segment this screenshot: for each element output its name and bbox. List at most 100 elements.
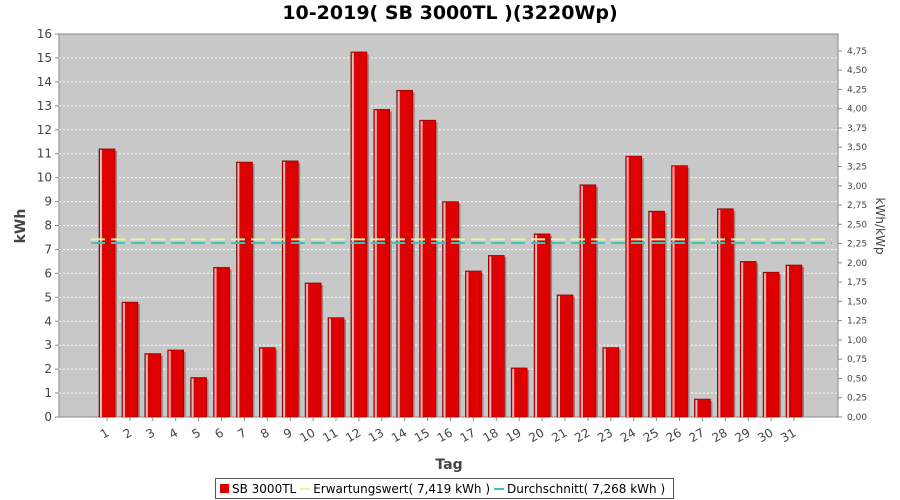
y-right-tick-label: 1,25	[847, 317, 867, 327]
legend-swatch-expected	[300, 487, 311, 490]
y-tick-label: 9	[44, 195, 52, 209]
bar-highlight	[695, 400, 698, 417]
y-tick-label: 11	[37, 147, 52, 161]
y-tick-label: 2	[44, 362, 52, 376]
y-tick-label: 3	[44, 338, 52, 352]
legend-item-series: SB 3000TL	[220, 482, 296, 496]
y-right-tick-label: 0,00	[847, 413, 867, 423]
x-tick-label: 8	[258, 425, 272, 441]
bar-highlight	[329, 318, 331, 417]
x-tick-label: 16	[435, 425, 455, 445]
bar-highlight	[237, 163, 240, 417]
x-tick-label: 9	[281, 425, 295, 441]
y-right-tick-label: 1,50	[847, 297, 867, 307]
x-tick-label: 21	[549, 425, 569, 445]
y-axis-label: kWh	[13, 209, 29, 244]
x-tick-label: 30	[755, 425, 775, 445]
bar-highlight	[787, 265, 789, 417]
bar-highlight	[718, 209, 721, 417]
y-right-tick-label: 4,00	[847, 105, 867, 115]
legend: SB 3000TL Erwartungswert( 7,419 kWh ) Du…	[215, 478, 675, 499]
y-right-tick-label: 2,25	[847, 240, 867, 250]
bar-highlight	[443, 202, 446, 417]
legend-swatch-average	[494, 487, 505, 490]
x-tick-label: 6	[212, 425, 226, 441]
x-tick-label: 27	[687, 425, 707, 445]
y-right-tick-label: 2,00	[847, 259, 867, 269]
y-right-tick-label: 0,75	[847, 355, 867, 365]
bar-highlight	[168, 350, 171, 417]
y-tick-label: 6	[44, 266, 52, 280]
y-right-tick-label: 1,75	[847, 278, 867, 288]
x-tick-label: 15	[412, 425, 432, 445]
y-right-tick-label: 0,25	[847, 394, 867, 404]
x-tick-label: 28	[710, 425, 730, 445]
y-right-tick-label: 1,00	[847, 336, 867, 346]
bar-highlight	[558, 295, 560, 417]
bar-highlight	[626, 157, 629, 418]
y-axis-right-label: kWh/kWp	[873, 198, 887, 255]
y-right-tick-label: 3,75	[847, 124, 867, 134]
bar-highlight	[374, 110, 377, 417]
y-right-tick-label: 4,50	[847, 66, 867, 76]
bar-highlight	[260, 348, 263, 417]
y-tick-label: 1	[44, 386, 52, 400]
bar-highlight	[306, 283, 309, 417]
legend-label-average: Durchschnitt( 7,268 kWh )	[507, 481, 666, 496]
y-right-tick-label: 2,50	[847, 220, 867, 230]
y-right-tick-label: 2,75	[847, 201, 867, 211]
x-tick-label: 1	[98, 425, 112, 441]
chart-title: 10-2019( SB 3000TL )(3220Wp)	[282, 2, 618, 24]
legend-swatch-series	[220, 484, 229, 493]
x-tick-label: 4	[167, 425, 181, 441]
bar-highlight	[351, 52, 354, 417]
x-tick-label: 26	[664, 425, 684, 445]
bar-highlight	[512, 368, 515, 417]
x-tick-label: 12	[343, 425, 363, 445]
x-tick-label: 20	[526, 425, 546, 445]
y-tick-label: 0	[44, 410, 52, 424]
bar-highlight	[283, 161, 286, 417]
x-tick-label: 25	[641, 425, 661, 445]
bar-highlight	[672, 166, 675, 417]
bar-highlight	[535, 234, 538, 417]
legend-item-average: Durchschnitt( 7,268 kWh )	[494, 482, 665, 496]
bar-highlight	[145, 354, 148, 417]
x-tick-label: 11	[320, 425, 340, 445]
x-tick-label: 13	[366, 425, 386, 445]
x-tick-label: 7	[235, 425, 249, 441]
y-tick-label: 12	[37, 123, 52, 137]
y-tick-label: 8	[44, 219, 52, 233]
x-tick-label: 18	[481, 425, 501, 445]
x-tick-label: 14	[389, 425, 409, 445]
x-tick-label: 5	[189, 425, 203, 441]
bar-highlight	[603, 348, 606, 417]
y-tick-label: 4	[44, 314, 52, 328]
y-right-tick-label: 3,50	[847, 143, 867, 153]
legend-item-expected: Erwartungswert( 7,419 kWh )	[300, 482, 490, 496]
bar-series	[98, 51, 804, 418]
x-axis-label: Tag	[435, 457, 462, 473]
x-tick-label: 31	[778, 425, 798, 445]
bar-highlight	[122, 303, 125, 417]
x-tick-label: 19	[503, 425, 523, 445]
y-tick-label: 14	[37, 75, 52, 89]
x-tick-label: 17	[458, 425, 478, 445]
x-tick-label: 2	[121, 425, 135, 441]
y-tick-label: 16	[37, 27, 52, 41]
legend-label-expected: Erwartungswert( 7,419 kWh )	[313, 481, 491, 496]
y-right-tick-label: 4,25	[847, 85, 867, 95]
x-tick-label: 24	[618, 425, 638, 445]
y-tick-label: 13	[37, 99, 52, 113]
bar-highlight	[649, 212, 652, 417]
bar-highlight	[741, 262, 744, 417]
bar-highlight	[214, 268, 217, 417]
y-right-tick-label: 3,25	[847, 162, 867, 172]
x-tick-label: 10	[297, 425, 317, 445]
bar-highlight	[397, 91, 400, 418]
y-tick-label: 15	[37, 51, 52, 65]
y-right-tick-label: 4,75	[847, 47, 867, 57]
bar-highlight	[420, 121, 423, 418]
